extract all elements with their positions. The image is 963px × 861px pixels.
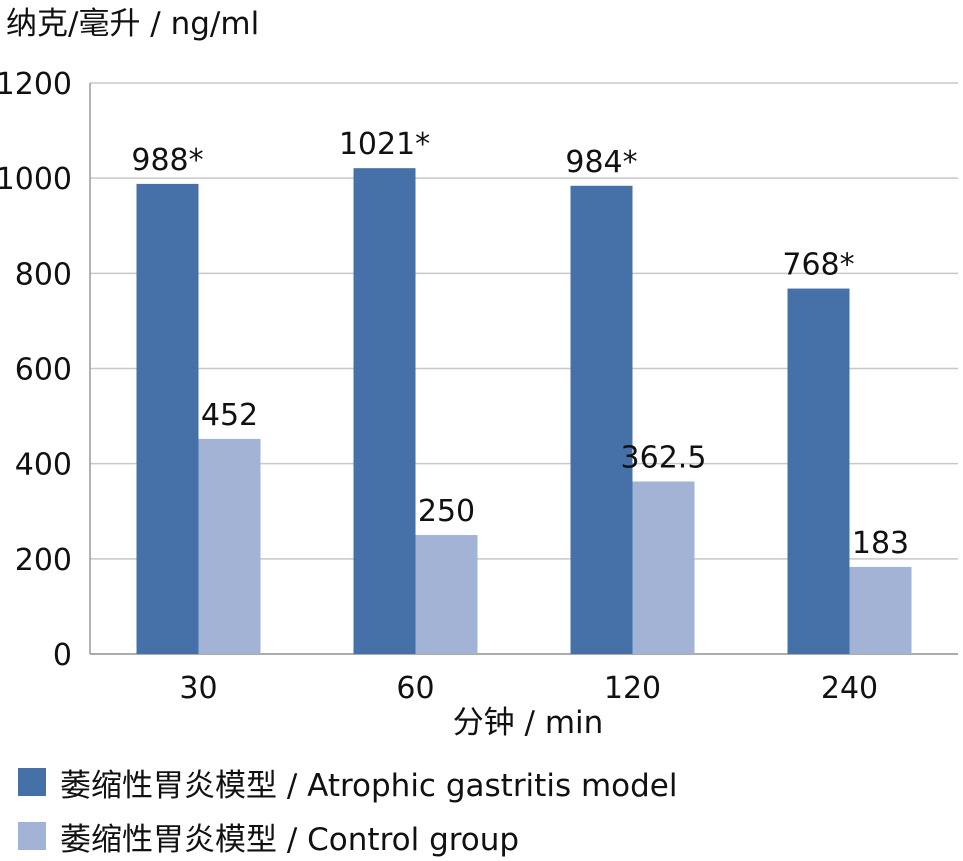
data-label-atrophic-30: 988* xyxy=(131,143,203,178)
y-tick-label-200: 200 xyxy=(15,543,72,578)
x-tick-label-60: 60 xyxy=(396,671,434,706)
bar-atrophic-30 xyxy=(136,183,199,655)
x-axis-title: 分钟 / min xyxy=(453,705,604,741)
legend-label-atrophic: 萎缩性胃炎模型 / Atrophic gastritis model xyxy=(60,767,678,804)
data-label-control-60: 250 xyxy=(418,494,475,529)
y-tick-label-600: 600 xyxy=(15,353,72,388)
x-tick-label-240: 240 xyxy=(821,671,878,706)
data-label-atrophic-120: 984* xyxy=(565,145,637,180)
bar-control-240 xyxy=(849,566,912,654)
x-tick-label-120: 120 xyxy=(604,671,661,706)
data-labels: 988* 452 1021* 250 984* 362.5 768* 183 xyxy=(131,127,909,561)
y-tick-label-400: 400 xyxy=(15,448,72,483)
legend-swatch-control xyxy=(18,822,46,850)
y-tick-label-0: 0 xyxy=(53,638,72,673)
y-tick-label-800: 800 xyxy=(15,257,72,292)
data-label-control-240: 183 xyxy=(852,526,909,561)
legend-item-control: 萎缩性胃炎模型 / Control group xyxy=(18,816,520,858)
y-tick-label-1000: 1000 xyxy=(0,162,72,197)
data-label-atrophic-240: 768* xyxy=(782,248,854,283)
legend-label-control: 萎缩性胃炎模型 / Control group xyxy=(60,821,520,858)
y-axis-title: 纳克/毫升 / ng/ml xyxy=(6,6,259,42)
bar-atrophic-60 xyxy=(353,168,416,654)
x-tick-label-30: 30 xyxy=(179,671,217,706)
bar-control-30 xyxy=(198,438,261,654)
bar-atrophic-120 xyxy=(570,185,633,654)
y-axis-ticks: 0 200 400 600 800 1000 1200 xyxy=(0,67,72,673)
legend-item-atrophic: 萎缩性胃炎模型 / Atrophic gastritis model xyxy=(18,762,678,804)
legend-swatch-atrophic xyxy=(18,768,46,796)
x-axis-ticks: 30 60 120 240 xyxy=(179,671,878,706)
data-label-atrophic-60: 1021* xyxy=(339,127,430,162)
y-tick-label-1200: 1200 xyxy=(0,67,72,102)
data-label-control-120: 362.5 xyxy=(621,441,707,476)
bar-atrophic-240 xyxy=(787,288,850,654)
data-label-control-30: 452 xyxy=(201,398,258,433)
bar-control-120 xyxy=(632,481,695,654)
bars xyxy=(136,168,912,655)
bar-control-60 xyxy=(415,535,478,654)
bar-chart: 纳克/毫升 / ng/ml 0 200 400 600 800 1000 1200 988*… xyxy=(0,6,958,741)
